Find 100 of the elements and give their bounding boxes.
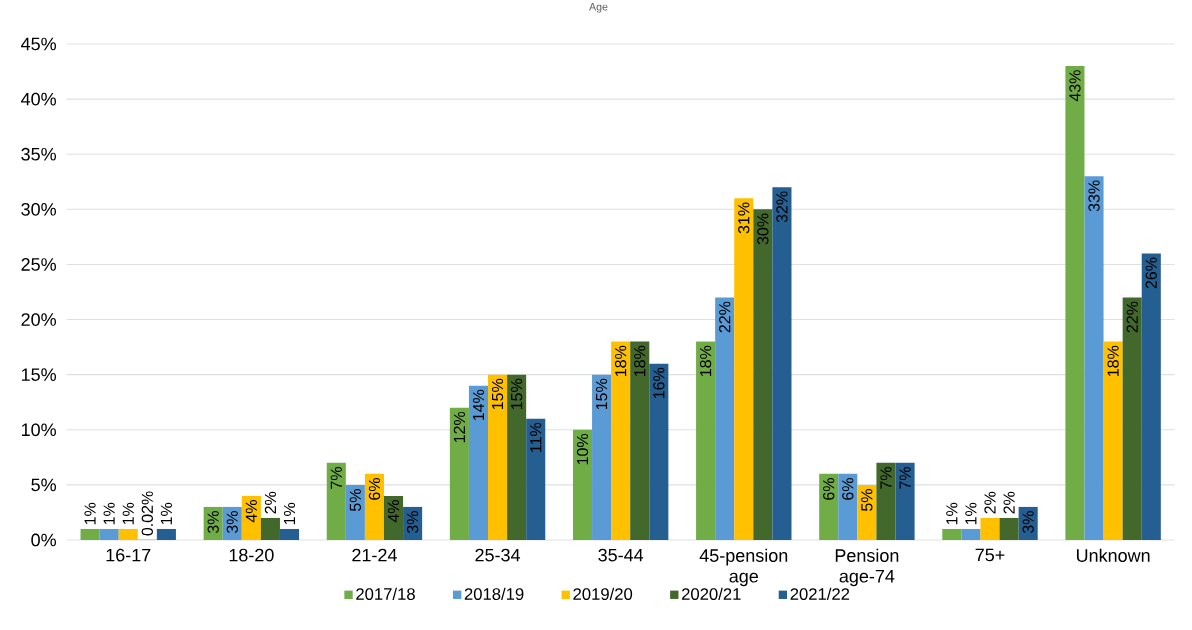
bar [118,528,138,540]
data-label: 1% [84,502,96,525]
x-tick-label: 25-34 [475,548,521,562]
bar [449,407,469,540]
data-label: 1% [122,502,134,525]
data-label: 2% [1003,491,1015,514]
data-label: 26% [1145,257,1157,289]
x-tick-label: Unknown [1076,548,1150,562]
data-label: 11% [530,422,542,452]
bar [838,473,858,540]
data-label: 7% [880,467,892,489]
y-tick-label: 30% [21,202,56,216]
x-tick-label: 45-pension age [699,548,788,587]
bar [260,517,280,540]
data-label: 1% [946,502,958,525]
y-tick-label: 5% [31,478,56,492]
data-label: 16% [653,367,665,399]
y-tick-label: 0% [31,533,56,547]
data-label: 15% [491,378,504,410]
data-label: 6% [842,478,854,500]
bar [80,528,100,540]
data-label: 30% [757,213,769,245]
y-tick-label: 20% [21,313,56,326]
bar [819,473,839,540]
bar [630,341,650,540]
data-label: 18% [634,345,646,376]
data-label: 18% [699,345,712,376]
bar [611,341,631,540]
data-label: 1% [283,502,296,525]
legend-label: 2021/22 [790,587,850,600]
data-label: 6% [823,478,835,500]
x-tick-label: 35-44 [598,548,644,562]
bar [526,418,546,540]
bar [696,341,716,540]
bar [1141,253,1161,540]
data-label: 33% [1088,180,1100,212]
data-label: 18% [615,345,627,376]
data-label: 3% [207,511,219,534]
y-tick-label: 45% [21,37,56,51]
bar [753,209,773,540]
data-label: 7% [899,467,911,489]
data-label: 5% [349,489,361,511]
data-label: 10% [576,433,589,465]
bar [961,528,981,540]
data-label: 22% [1126,301,1138,333]
data-label: 15% [511,378,523,410]
bar [715,297,735,540]
data-label: 2% [264,491,277,514]
data-label: 1% [160,502,172,525]
bar [279,528,300,540]
legend-label: 2020/21 [681,587,741,600]
data-label: 5% [861,489,873,511]
bar [876,462,896,540]
data-label: 15% [595,378,608,410]
bar [999,517,1019,540]
y-tick-label: 40% [21,92,56,106]
bar [734,198,754,540]
bar [99,528,119,540]
data-label: 3% [226,511,238,534]
data-label: 4% [387,500,400,523]
x-tick-label: 21-24 [352,548,397,562]
data-label: 0.02% [141,491,153,536]
bar [468,385,489,540]
data-label: 12% [453,411,466,443]
y-tick-label: 35% [21,147,56,161]
bar [772,187,792,540]
x-tick-label: 75+ [975,548,1005,562]
x-tick-label: Pension age-74 [835,548,899,587]
bar [383,495,404,540]
y-tick-label: 15% [21,368,56,381]
chart-title: Age [589,3,608,13]
data-label: 22% [719,301,731,333]
bar [1084,176,1104,540]
bar [1103,341,1123,540]
bar [241,495,261,540]
data-label: 43% [1069,70,1081,102]
data-label: 1% [965,502,977,525]
data-label: 3% [1022,511,1034,534]
data-label: 1% [103,502,115,525]
bar [1065,66,1085,540]
y-tick-label: 25% [21,258,56,271]
data-label: 32% [776,191,788,223]
data-label: 3% [406,511,419,534]
bar [942,528,962,540]
x-tick-label: 18-20 [229,548,274,562]
bar [895,462,915,540]
bar [980,517,1000,540]
bar [572,429,593,540]
data-label: 6% [368,478,381,500]
data-label: 7% [330,467,342,489]
bar [345,484,365,540]
bar [592,374,612,540]
data-label: 14% [472,389,485,421]
data-label: 2% [984,491,996,514]
x-tick-label: 16-17 [106,548,151,562]
bar [857,484,877,540]
bar [488,374,508,540]
legend-label: 2018/19 [464,587,524,600]
legend-label: 2017/18 [356,587,415,600]
legend-label: 2019/20 [573,587,633,600]
